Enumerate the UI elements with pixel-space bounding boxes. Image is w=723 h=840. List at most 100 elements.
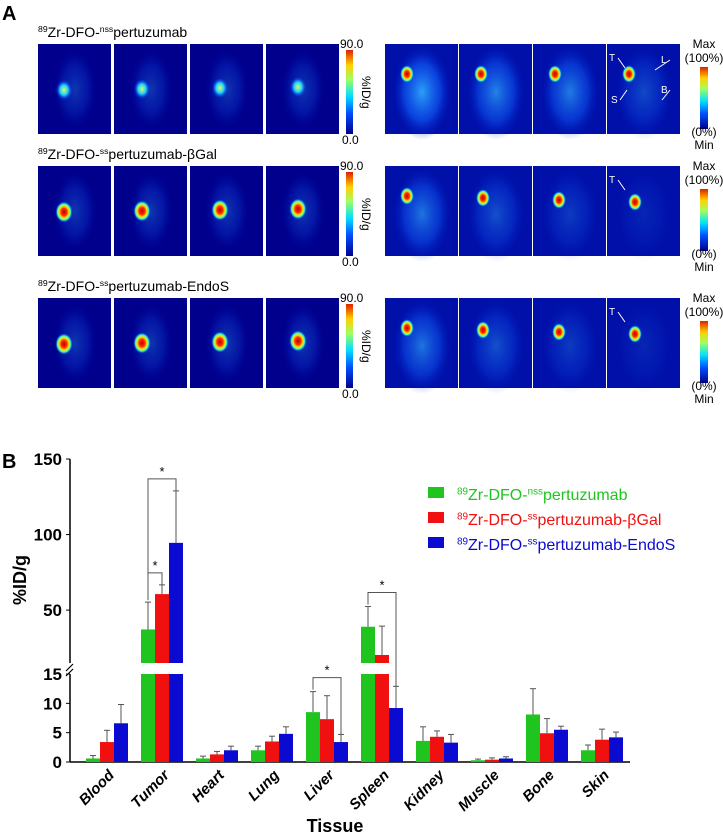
superscript-label: ss <box>528 511 538 522</box>
annotation-label-T: T <box>609 53 615 64</box>
title-part: pertuzumab-EndoS <box>108 278 229 294</box>
colorbar-percent-idg: 90.0 0.0 %ID/g <box>340 37 373 147</box>
colorbar-min-pct: (0%) <box>691 125 716 139</box>
annotation-arrow <box>654 59 671 71</box>
body-signal <box>53 171 97 251</box>
colorbar <box>700 321 708 383</box>
bracket-line <box>367 591 397 707</box>
bar <box>389 708 403 762</box>
colorbar-unit: %ID/g <box>359 76 373 109</box>
tumor-hotspot <box>289 198 307 220</box>
bar <box>485 759 499 762</box>
bar-blood-series-3 <box>114 704 128 762</box>
x-tick-label-spleen: Spleen <box>346 767 393 814</box>
annotation-label-B: B <box>661 85 668 96</box>
bar-blood-series-2 <box>100 729 114 762</box>
pet-image-percent-idg <box>190 44 263 134</box>
tumor-hotspot <box>211 199 229 221</box>
colorbar-min-pct: (0%) <box>691 247 716 261</box>
bar <box>471 760 485 762</box>
colorbar-normalized: Max(100%) (0%)Min <box>685 159 723 274</box>
title-part: Zr-DFO- <box>468 512 528 529</box>
colorbar-unit: %ID/g <box>359 198 373 231</box>
legend-swatch <box>428 537 444 548</box>
legend-item-1: 89Zr-DFO-nsspertuzumab <box>428 486 628 504</box>
tumor-hotspot <box>476 189 490 207</box>
colorbar <box>346 304 353 388</box>
tumor-hotspot <box>289 330 307 352</box>
significance-bracket: * <box>147 464 177 601</box>
colorbar-min: 0.0 <box>342 387 359 401</box>
colorbar-normalized: Max(100%) (0%)Min <box>685 37 723 152</box>
significance-bracket: * <box>147 558 163 601</box>
y-tick-label: 0 <box>53 753 62 772</box>
bar-liver-series-2 <box>320 695 334 762</box>
title-part: pertuzumab <box>113 24 187 40</box>
bar-tumor-series-1 <box>141 601 155 762</box>
significance-bracket: * <box>312 663 342 741</box>
body-signal <box>614 166 674 262</box>
bar <box>251 750 265 762</box>
tumor-hotspot <box>289 76 307 98</box>
bar-chart: 0 5 10 15 50 100 150 %ID/g Tissue Blood Tumor Heart… <box>10 450 675 836</box>
bracket-line <box>312 677 342 741</box>
body-signal <box>540 298 600 394</box>
title-part: Zr-DFO- <box>48 278 100 294</box>
bar-upper-segment <box>361 626 375 663</box>
pet-image-normalized <box>459 44 532 140</box>
row-title: 89Zr-DFO-sspertuzumab-EndoS <box>38 278 229 294</box>
superscript-isotope: 89 <box>457 536 469 547</box>
axis-break-mark <box>65 668 74 677</box>
bar <box>334 742 348 762</box>
annotation-label-L: L <box>661 55 667 66</box>
colorbar-max: Max <box>693 291 716 305</box>
x-tick-label-heart: Heart <box>189 766 229 806</box>
legend-swatch <box>428 512 444 523</box>
pet-image-percent-idg <box>38 298 111 388</box>
annotation-label-S: S <box>611 95 618 106</box>
bar <box>320 719 334 762</box>
title-part: Zr-DFO- <box>468 537 528 554</box>
bar <box>444 742 458 762</box>
colorbar-min-pct: (0%) <box>691 379 716 393</box>
superscript-isotope: 89 <box>38 278 48 288</box>
x-tick-label-kidney: Kidney <box>400 766 448 814</box>
colorbar-max: 90.0 <box>340 37 364 51</box>
legend-label: 89Zr-DFO-sspertuzumab-βGal <box>457 511 661 529</box>
superscript-isotope: 89 <box>457 486 469 497</box>
annotation-arrow <box>661 89 671 101</box>
significance-star: * <box>324 663 329 678</box>
pet-image-percent-idg <box>190 298 263 388</box>
bar-skin-series-2 <box>595 728 609 762</box>
title-part: pertuzumab-βGal <box>537 512 661 529</box>
colorbar <box>346 172 353 256</box>
tumor-hotspot <box>622 65 636 83</box>
bar-upper-segment <box>141 629 155 663</box>
bar <box>581 750 595 762</box>
pet-image-percent-idg <box>266 44 339 134</box>
superscript-isotope: 89 <box>38 24 48 34</box>
pet-image-normalized <box>533 44 606 140</box>
bar-lower-segment <box>155 674 169 762</box>
colorbar-max: Max <box>693 159 716 173</box>
tumor-hotspot <box>548 65 562 83</box>
y-tick-label: 50 <box>43 601 62 620</box>
body-signal <box>392 44 452 140</box>
significance-star: * <box>379 577 384 592</box>
x-tick-label-skin: Skin <box>578 767 612 801</box>
bar <box>595 739 609 762</box>
bar <box>609 737 623 762</box>
colorbar-percent-idg: 90.0 0.0 %ID/g <box>340 159 373 269</box>
bar-skin-series-1 <box>581 744 595 762</box>
bar-tumor-series-3 <box>169 490 183 762</box>
bar-muscle-series-2 <box>485 757 499 762</box>
title-part: Zr-DFO- <box>468 487 528 504</box>
bar-liver-series-1 <box>306 691 320 762</box>
title-part: Zr-DFO- <box>48 24 100 40</box>
annotation-label-T: T <box>609 175 615 186</box>
bar <box>499 758 513 762</box>
x-tick-label-blood: Blood <box>76 766 119 809</box>
colorbar-unit: %ID/g <box>359 330 373 363</box>
legend-item-2: 89Zr-DFO-sspertuzumab-βGal <box>428 511 661 529</box>
